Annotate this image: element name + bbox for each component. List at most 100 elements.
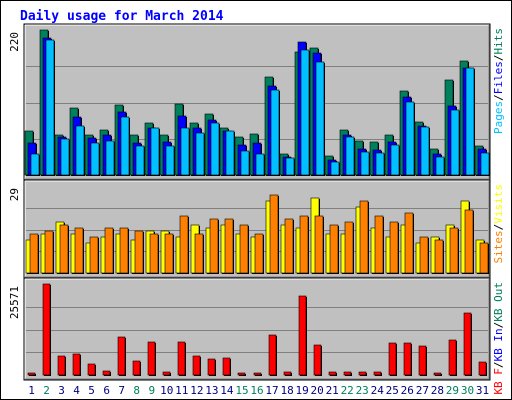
bar-pages-day-17: [270, 89, 280, 176]
bar-pages-day-4: [75, 125, 85, 176]
bar-pages-day-31: [480, 152, 490, 176]
bar-pages-day-30: [465, 67, 475, 176]
bar-kb-f-day-19: [298, 295, 307, 376]
bar-fill: [449, 227, 459, 274]
legend-item: Sites: [492, 230, 505, 263]
bar-fill: [450, 109, 460, 176]
bar-fill: [59, 224, 69, 274]
bar-sites-day-2: [44, 230, 54, 274]
bar-fill: [343, 371, 352, 376]
x-tick-label-day-12: 12: [190, 384, 203, 397]
bar-sites-day-3: [59, 224, 69, 274]
bar-fill: [345, 136, 355, 176]
panel-kbf-kbin-kbout: 25571 KB F/KB In/KB Out: [8, 277, 505, 395]
x-tick-label-day-18: 18: [280, 384, 293, 397]
bar-fill: [285, 157, 295, 176]
x-tick-label-day-3: 3: [58, 384, 65, 397]
legend-item: /: [492, 55, 505, 62]
bar-fill: [60, 138, 70, 176]
bar-pages-day-2: [45, 39, 55, 176]
bar-kb-f-day-20: [313, 344, 322, 376]
y-max-label: 25571: [8, 286, 21, 319]
bar-fill: [359, 200, 369, 274]
bar-fill: [405, 101, 415, 176]
bar-kb-f-day-9: [147, 341, 156, 376]
bar-kb-f-day-21: [328, 371, 337, 376]
bar-fill: [44, 230, 54, 274]
bar-fill: [283, 371, 292, 376]
bar-fill: [434, 239, 444, 274]
bar-fill: [162, 371, 171, 376]
bar-fill: [192, 355, 201, 376]
x-tick-label-day-22: 22: [341, 384, 354, 397]
bar-fill: [29, 233, 39, 274]
bar-fill: [45, 39, 55, 176]
bar-fill: [224, 218, 234, 274]
legend-item: KB In: [492, 328, 505, 361]
bar-pages-day-6: [105, 140, 115, 176]
bar-sites-day-18: [284, 218, 294, 274]
bar-fill: [419, 236, 429, 274]
bar-sites-day-5: [89, 236, 99, 274]
bar-kb-f-day-29: [448, 339, 457, 376]
bar-fill: [315, 61, 325, 176]
bar-fill: [87, 363, 96, 376]
bar-kb-f-day-1: [27, 372, 36, 376]
bar-kb-f-day-11: [177, 341, 186, 376]
x-tick-label-day-19: 19: [295, 384, 308, 397]
bar-fill: [300, 49, 310, 176]
bar-fill: [465, 67, 475, 176]
bar-fill: [284, 218, 294, 274]
x-tick-label-day-2: 2: [43, 384, 50, 397]
bar-sites-day-21: [329, 224, 339, 274]
bar-sites-day-9: [149, 233, 159, 274]
bar-fill: [74, 227, 84, 274]
bar-pages-day-22: [345, 136, 355, 176]
bar-fill: [269, 194, 279, 274]
legend-item: KB F: [492, 368, 505, 395]
bar-pages-day-3: [60, 138, 70, 176]
x-tick-label-day-21: 21: [326, 384, 339, 397]
bar-fill: [478, 361, 487, 376]
bar-fill: [134, 230, 144, 274]
bar-kb-f-day-27: [418, 345, 427, 376]
bar-pages-day-5: [90, 142, 100, 176]
bar-fill: [254, 233, 264, 274]
x-tick-label-day-11: 11: [175, 384, 188, 397]
bar-fill: [420, 126, 430, 176]
x-tick-label-day-20: 20: [310, 384, 323, 397]
bar-fill: [255, 153, 265, 176]
bar-fill: [360, 151, 370, 176]
bar-fill: [150, 127, 160, 176]
x-tick-label-day-30: 30: [461, 384, 474, 397]
x-tick-label-day-26: 26: [401, 384, 414, 397]
x-tick-label-day-17: 17: [265, 384, 278, 397]
x-tick-label-day-25: 25: [386, 384, 399, 397]
bar-fill: [210, 122, 220, 176]
bar-pages-day-13: [210, 122, 220, 176]
bar-pages-day-25: [390, 144, 400, 176]
bar-fill: [135, 145, 145, 176]
bar-fill: [464, 209, 474, 274]
bar-fill: [57, 355, 66, 376]
bar-fill: [120, 116, 130, 176]
bar-pages-day-23: [360, 151, 370, 176]
bar-kb-f-day-23: [358, 371, 367, 376]
bar-fill: [270, 89, 280, 176]
bar-fill: [147, 341, 156, 376]
bar-fill: [435, 156, 445, 176]
bar-fill: [104, 227, 114, 274]
bar-fill: [194, 233, 204, 274]
legend-kbf-kbin-kbout: KB F/KB In/KB Out: [492, 282, 505, 395]
bar-sites-day-4: [74, 227, 84, 274]
y-max-label: 29: [8, 188, 21, 201]
bar-kb-f-day-14: [222, 357, 231, 376]
bar-fill: [222, 357, 231, 376]
x-tick-label-day-9: 9: [148, 384, 155, 397]
bar-kb-f-day-17: [268, 334, 277, 376]
bar-sites-day-17: [269, 194, 279, 274]
bar-pages-day-18: [285, 157, 295, 176]
bar-pages-day-8: [135, 145, 145, 176]
bar-pages-day-1: [30, 153, 40, 176]
